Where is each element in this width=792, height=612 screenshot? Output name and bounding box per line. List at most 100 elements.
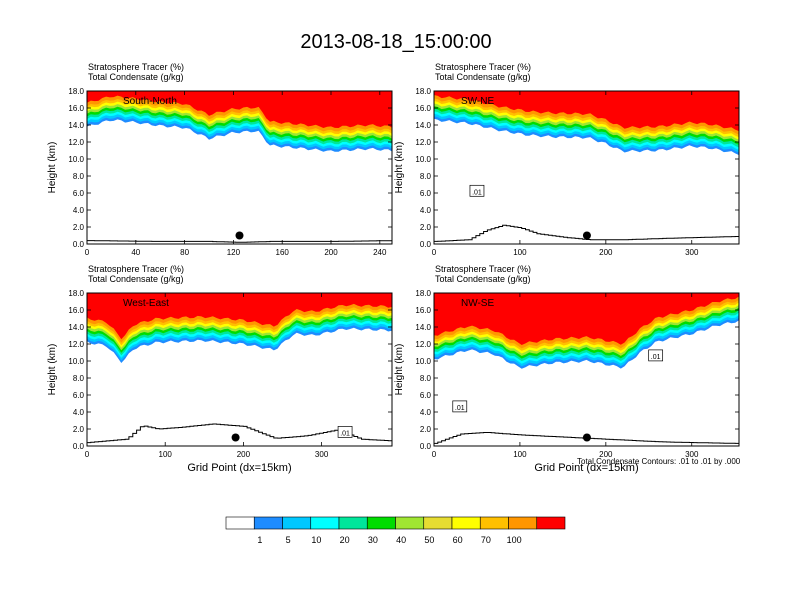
y-tick-label: 8.0 [420, 172, 432, 181]
y-tick-label: 8.0 [73, 374, 85, 383]
panel-header-condensate: Total Condensate (g/kg) [435, 72, 531, 82]
terrain-line [434, 432, 739, 444]
colorbar-label: 50 [424, 535, 434, 545]
y-tick-label: 0.0 [420, 240, 432, 249]
x-tick-label: 0 [85, 450, 90, 459]
y-tick-label: 12.0 [415, 340, 431, 349]
location-marker [235, 231, 244, 240]
y-tick-label: 10.0 [68, 357, 84, 366]
contour-label-box [337, 426, 353, 438]
location-marker [582, 231, 591, 240]
plot-frame [433, 292, 740, 447]
tracer-band-9 [87, 91, 392, 128]
tracer-field [434, 293, 739, 444]
x-axis-label: Grid Point (dx=15km) [187, 462, 291, 474]
colorbar-label: 20 [340, 535, 350, 545]
y-tick-label: 14.0 [68, 323, 84, 332]
y-tick-label: 8.0 [420, 374, 432, 383]
y-tick-label: 4.0 [420, 408, 432, 417]
y-tick-label: 18.0 [68, 289, 84, 298]
y-axis-label: Height (km) [394, 142, 405, 194]
y-tick-label: 0.0 [73, 240, 85, 249]
panel-name-label: SW-NE [461, 96, 494, 107]
y-tick-label: 14.0 [415, 121, 431, 130]
tracer-band-9 [434, 293, 739, 345]
y-tick-label: 12.0 [68, 340, 84, 349]
colorbar-label: 5 [286, 535, 291, 545]
y-tick-label: 8.0 [73, 172, 85, 181]
y-tick-label: 14.0 [68, 121, 84, 130]
colorbar-swatch [282, 516, 312, 530]
colorbar-label: 70 [481, 535, 491, 545]
x-tick-label: 40 [131, 248, 140, 257]
colorbar-label: 100 [507, 535, 522, 545]
y-tick-label: 10.0 [68, 155, 84, 164]
panel-sw-ne: .01 0.0 2.0 4.0 6.0 8.0 10.0 12.0 14.0 16.0 18.0 0 1… [394, 62, 740, 257]
panel-header-tracer: Stratosphere Tracer (%) [435, 62, 531, 72]
panel-west-east: .01 0.0 2.0 4.0 6.0 8.0 10.0 12.0 14.0 16.0 18.0 0 1… [47, 264, 393, 474]
x-axis-label: Grid Point (dx=15km) [534, 462, 638, 474]
y-tick-label: 6.0 [420, 391, 432, 400]
x-tick-label: 300 [685, 450, 699, 459]
contour-label-0: .01 [455, 405, 465, 412]
contour-label-0: .01 [340, 430, 350, 437]
y-axis-label: Height (km) [47, 142, 58, 194]
y-tick-label: 4.0 [73, 206, 85, 215]
y-tick-label: 10.0 [415, 357, 431, 366]
y-tick-label: 0.0 [73, 442, 85, 451]
x-tick-label: 240 [373, 248, 387, 257]
tracer-field [87, 293, 392, 444]
x-tick-label: 120 [227, 248, 241, 257]
x-tick-label: 200 [237, 450, 251, 459]
y-tick-label: 4.0 [73, 408, 85, 417]
panel-south-north: 0.0 2.0 4.0 6.0 8.0 10.0 12.0 14.0 16.0 18.0 0 40 80… [47, 62, 393, 257]
colorbar-swatch [310, 516, 340, 530]
location-marker [231, 433, 240, 442]
x-tick-label: 100 [159, 450, 173, 459]
colorbar-swatch [451, 516, 481, 530]
colorbar-label: 60 [453, 535, 463, 545]
colorbar-swatch [479, 516, 509, 530]
x-tick-label: 300 [315, 450, 329, 459]
y-tick-label: 16.0 [415, 104, 431, 113]
colorbar-swatch [225, 516, 255, 530]
x-tick-label: 0 [85, 248, 90, 257]
y-tick-label: 2.0 [420, 425, 432, 434]
y-tick-label: 16.0 [68, 306, 84, 315]
y-tick-label: 16.0 [68, 104, 84, 113]
colorbar-swatch [338, 516, 368, 530]
colorbar-swatch [253, 516, 283, 530]
y-tick-label: 14.0 [415, 323, 431, 332]
figure-title: 2013-08-18_15:00:00 [300, 31, 492, 53]
y-axis-label: Height (km) [394, 344, 405, 396]
tracer-band-9 [434, 91, 739, 132]
colorbar-swatch [423, 516, 453, 530]
y-tick-label: 16.0 [415, 306, 431, 315]
panel-header-condensate: Total Condensate (g/kg) [88, 72, 184, 82]
plot-frame [433, 90, 740, 245]
plot-frame [86, 292, 393, 447]
y-axis-label: Height (km) [47, 344, 58, 396]
y-tick-label: 18.0 [68, 87, 84, 96]
panel-header-condensate: Total Condensate (g/kg) [88, 274, 184, 284]
contour-label-box [469, 184, 485, 197]
contour-label-1: .01 [651, 354, 661, 361]
colorbar-label: 40 [396, 535, 406, 545]
y-tick-label: 4.0 [420, 206, 432, 215]
y-tick-label: 12.0 [68, 138, 84, 147]
colorbar-swatch [395, 516, 425, 530]
colorbar-swatch [536, 516, 566, 530]
tracer-field [87, 91, 392, 243]
tracer-band-9 [87, 293, 392, 340]
x-tick-label: 200 [599, 450, 613, 459]
y-tick-label: 6.0 [73, 391, 85, 400]
y-tick-label: 6.0 [420, 189, 432, 198]
panel-name-label: NW-SE [461, 298, 494, 309]
y-tick-label: 6.0 [73, 189, 85, 198]
y-tick-label: 10.0 [415, 155, 431, 164]
location-marker [582, 433, 591, 442]
x-tick-label: 200 [324, 248, 338, 257]
y-tick-label: 2.0 [73, 425, 85, 434]
